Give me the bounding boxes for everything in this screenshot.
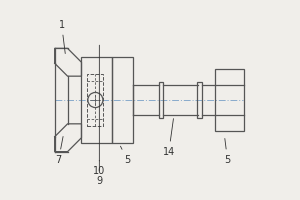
Bar (214, 69, 244, 131)
Bar (82, 57, 112, 143)
Bar (197, 82, 202, 118)
Text: 5: 5 (224, 139, 231, 165)
Text: 1: 1 (58, 20, 65, 54)
Bar (87, 74, 103, 126)
Bar (112, 57, 133, 143)
Bar (159, 82, 163, 118)
Text: 10: 10 (93, 160, 106, 176)
Text: 9: 9 (96, 45, 102, 186)
Text: 7: 7 (56, 136, 63, 165)
Text: 14: 14 (163, 119, 175, 157)
Text: 5: 5 (121, 146, 130, 165)
